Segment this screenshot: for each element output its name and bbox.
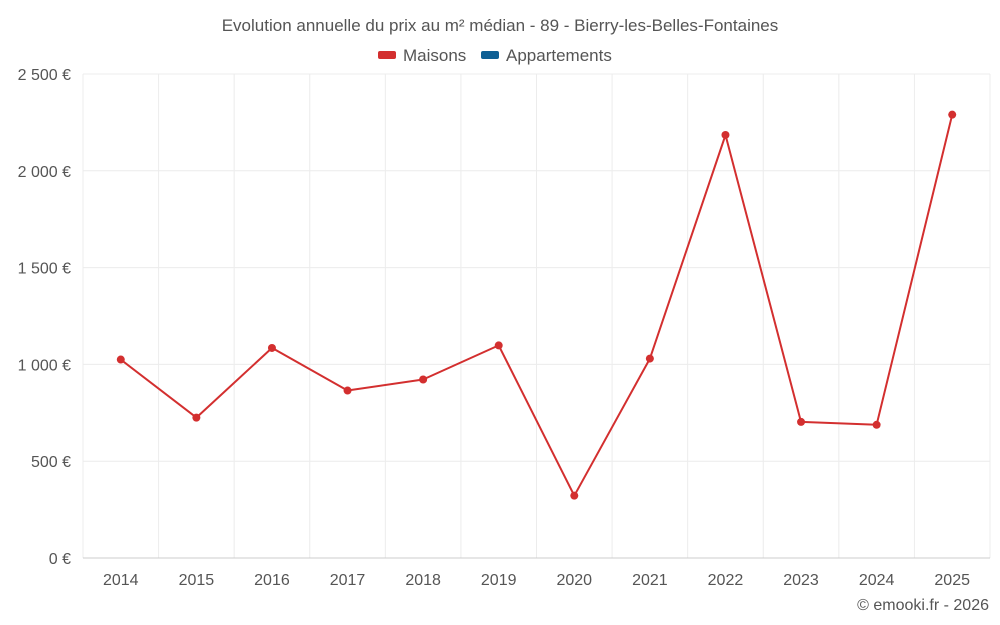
data-point[interactable] <box>192 413 201 422</box>
data-point[interactable] <box>797 417 806 426</box>
data-point[interactable] <box>343 386 352 395</box>
legend-swatch-appartements <box>481 51 499 59</box>
x-tick-label: 2017 <box>330 572 366 589</box>
x-tick-label: 2024 <box>859 572 895 589</box>
data-point[interactable] <box>948 110 957 119</box>
x-tick-label: 2023 <box>783 572 819 589</box>
data-point[interactable] <box>116 355 125 364</box>
legend-label-appartements: Appartements <box>506 46 612 65</box>
x-tick-label: 2025 <box>934 572 970 589</box>
x-axis-ticks: 2014 2015 2016 2017 2018 2019 2020 2021 2022 2023… <box>103 572 970 589</box>
data-point[interactable] <box>419 375 428 384</box>
y-tick-label: 500 € <box>31 454 71 471</box>
x-tick-label: 2014 <box>103 572 139 589</box>
y-tick-label: 1 000 € <box>18 357 71 374</box>
x-tick-label: 2016 <box>254 572 290 589</box>
x-tick-label: 2022 <box>708 572 744 589</box>
x-tick-label: 2015 <box>179 572 215 589</box>
data-point[interactable] <box>872 420 881 429</box>
legend: Maisons Appartements <box>378 46 612 65</box>
data-point[interactable] <box>267 343 276 352</box>
x-tick-label: 2021 <box>632 572 668 589</box>
x-tick-label: 2018 <box>405 572 441 589</box>
x-tick-label: 2020 <box>556 572 592 589</box>
credit-text: © emooki.fr - 2026 <box>857 597 989 614</box>
series-line-maisons <box>120 114 954 497</box>
data-point[interactable] <box>721 130 730 139</box>
y-tick-label: 2 000 € <box>18 164 71 181</box>
y-tick-label: 2 500 € <box>18 67 71 84</box>
series-maisons <box>116 110 957 500</box>
data-point[interactable] <box>570 491 579 500</box>
x-tick-label: 2019 <box>481 572 517 589</box>
y-axis-ticks: 0 € 500 € 1 000 € 1 500 € 2 000 € 2 500 € <box>18 67 71 568</box>
chart-title: Evolution annuelle du prix au m² médian … <box>222 16 779 35</box>
y-tick-label: 1 500 € <box>18 261 71 278</box>
x-gridlines <box>82 74 991 558</box>
legend-label-maisons: Maisons <box>403 46 466 65</box>
data-point[interactable] <box>645 354 654 363</box>
legend-item-maisons[interactable]: Maisons <box>378 46 466 65</box>
legend-item-appartements[interactable]: Appartements <box>481 46 612 65</box>
data-point[interactable] <box>494 341 503 350</box>
legend-swatch-maisons <box>378 51 396 59</box>
y-tick-label: 0 € <box>49 551 71 568</box>
